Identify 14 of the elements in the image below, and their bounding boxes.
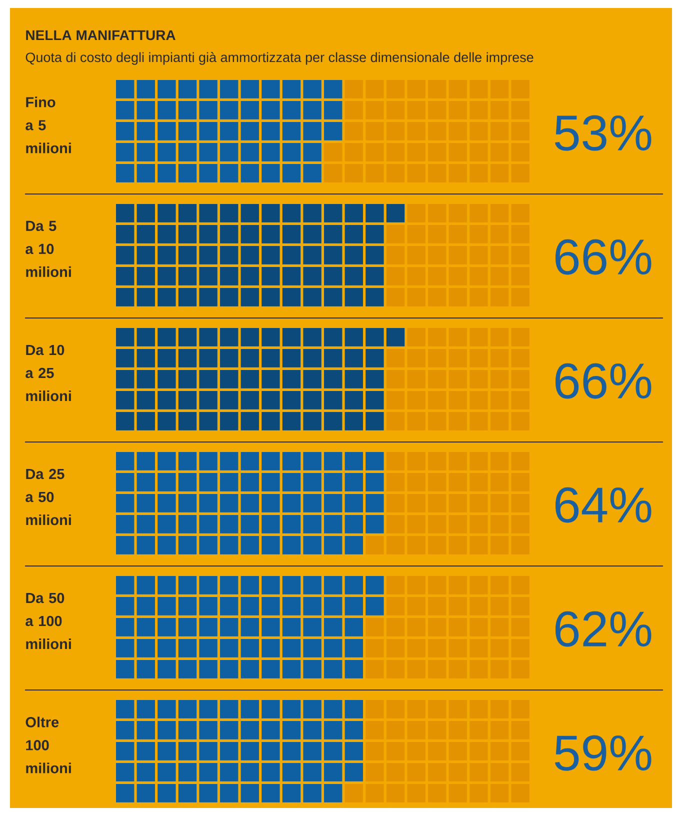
data-label: 64% [556,487,652,523]
category-label: Da 10 a 25 milioni [26,344,71,402]
data-label: 66% [556,363,652,399]
data-label: 59% [554,735,652,771]
data-label: 66% [556,239,652,275]
category-label: Da 5 a 10 milioni [26,220,71,278]
text: NELLA MANIFATTURA [26,30,176,40]
data-label: 53% [554,115,652,151]
category-label: Oltre 100 milioni [26,716,71,774]
category-label: Da 50 a 100 milioni [26,592,71,650]
text: Quota di costo degli impianti già ammortizzata per classe dimensionale delle imprese [26,52,534,65]
data-label: 62% [556,611,652,647]
category-label: Fino a 5 milioni [26,96,71,154]
category-label: Da 25 a 50 milioni [26,468,71,526]
